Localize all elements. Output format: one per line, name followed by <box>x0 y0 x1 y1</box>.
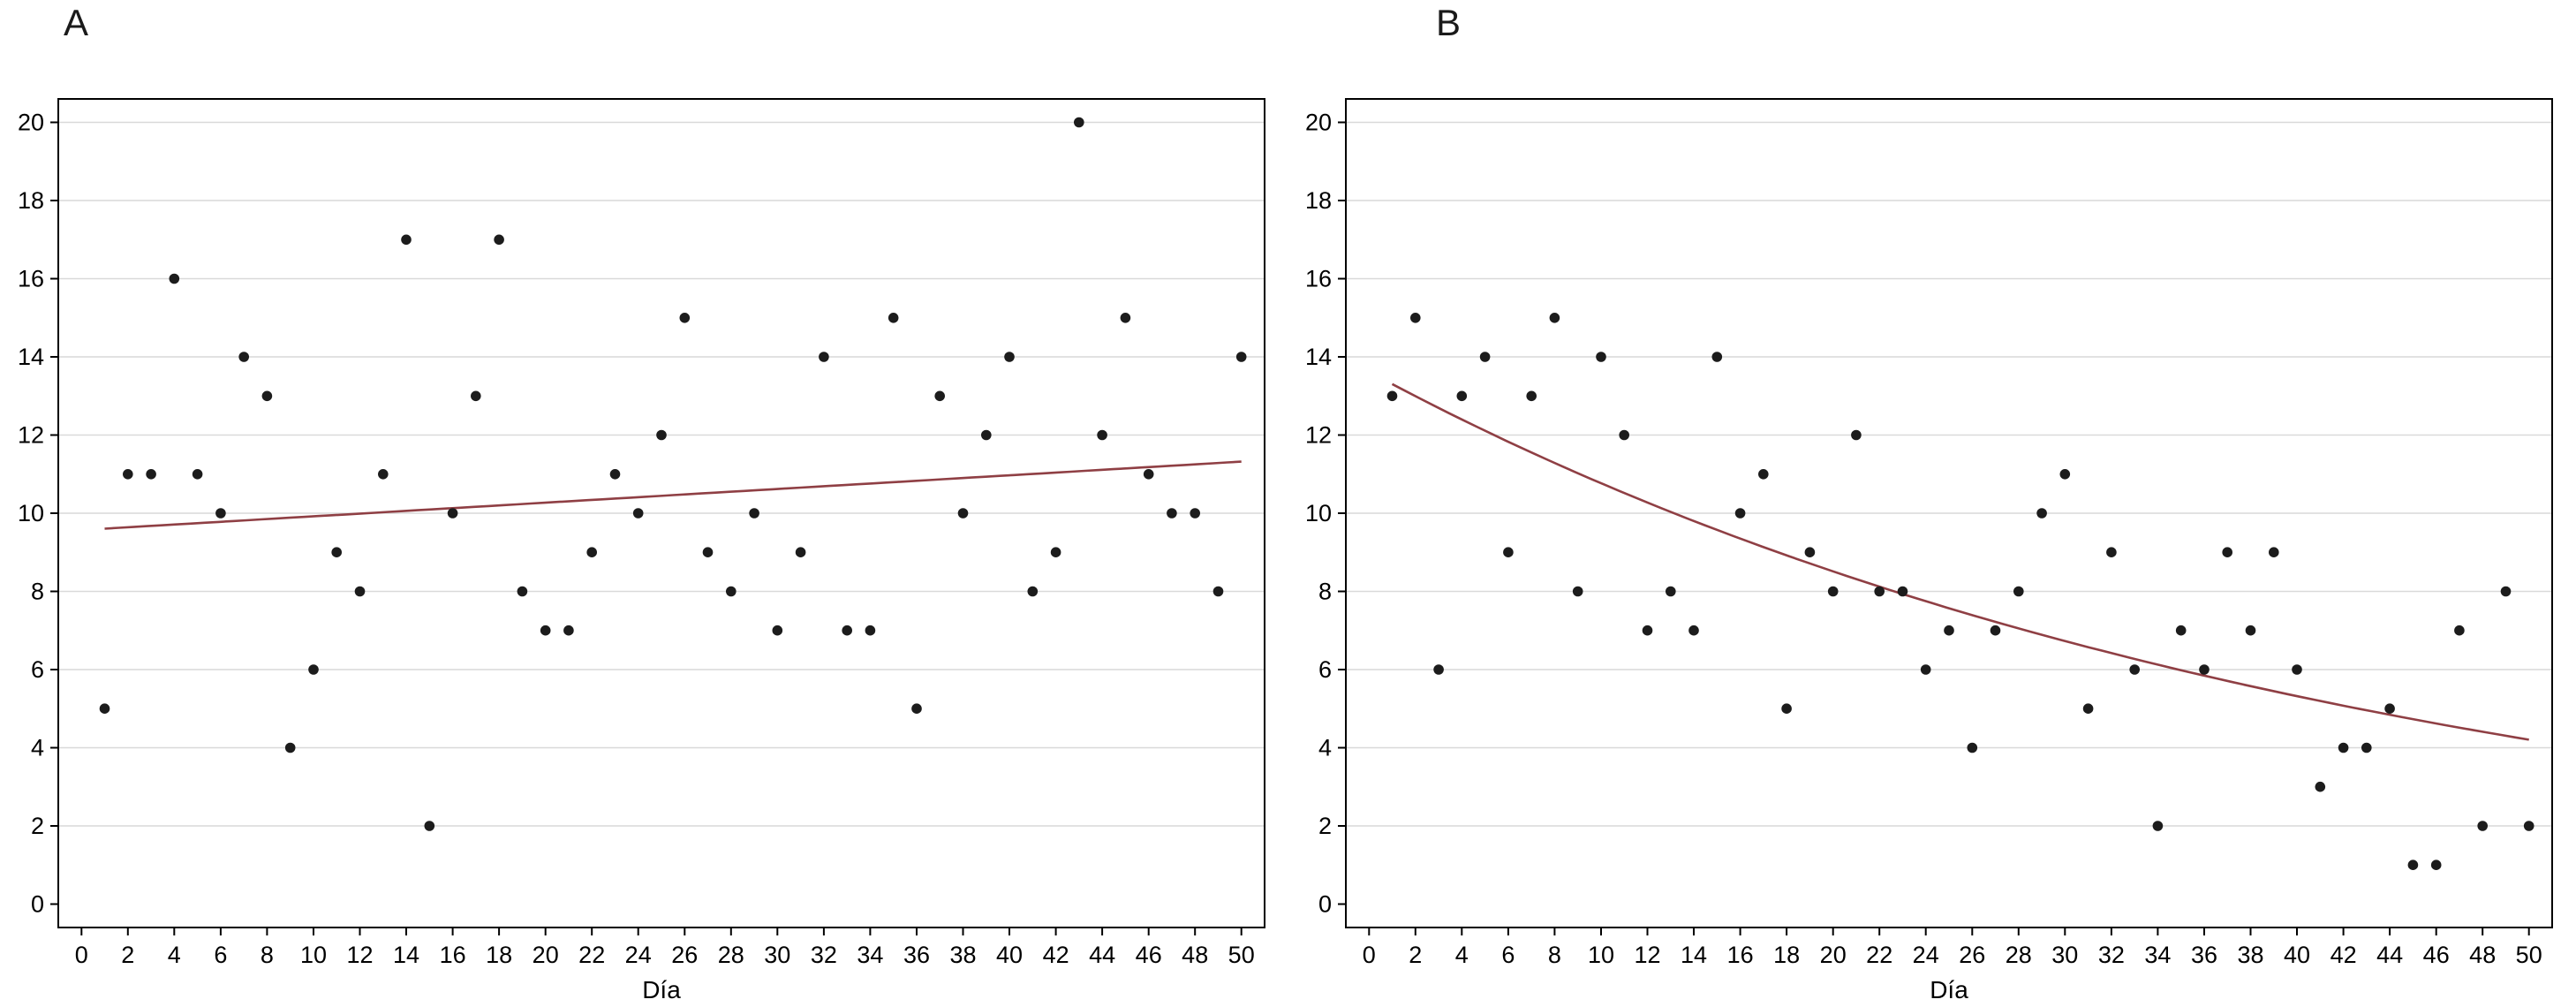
svg-text:0: 0 <box>1363 942 1376 968</box>
svg-text:0: 0 <box>31 891 44 918</box>
svg-text:22: 22 <box>1866 942 1892 968</box>
svg-text:20: 20 <box>1820 942 1847 968</box>
svg-text:18: 18 <box>1305 187 1332 214</box>
svg-text:48: 48 <box>1182 942 1208 968</box>
svg-text:Día: Día <box>642 976 681 1003</box>
svg-text:30: 30 <box>2051 942 2078 968</box>
svg-text:44: 44 <box>2376 942 2403 968</box>
svg-text:24: 24 <box>625 942 652 968</box>
svg-text:18: 18 <box>1773 942 1800 968</box>
svg-text:16: 16 <box>1727 942 1754 968</box>
svg-text:0: 0 <box>1318 891 1332 918</box>
panel-a: A 0 2 4 6 8 10 12 14 16 18 20 22 24 26 28 30 32 34 36 38 40 4… <box>18 2 1265 1003</box>
svg-text:0: 0 <box>75 942 88 968</box>
svg-text:16: 16 <box>440 942 466 968</box>
svg-text:4: 4 <box>31 735 44 761</box>
svg-text:20: 20 <box>533 942 559 968</box>
scatter-chart-a: 0 2 4 6 8 10 12 14 16 18 20 22 24 26 28 30 32 34 36 38 40 42 4… <box>18 98 1265 1003</box>
svg-text:32: 32 <box>811 942 837 968</box>
svg-text:10: 10 <box>1588 942 1614 968</box>
svg-text:10: 10 <box>300 942 327 968</box>
svg-text:34: 34 <box>857 942 883 968</box>
svg-text:2: 2 <box>121 942 134 968</box>
svg-text:34: 34 <box>2144 942 2171 968</box>
svg-text:16: 16 <box>18 266 44 292</box>
svg-text:50: 50 <box>1228 942 1255 968</box>
svg-text:12: 12 <box>18 422 44 449</box>
svg-text:46: 46 <box>2423 942 2450 968</box>
svg-text:36: 36 <box>2191 942 2217 968</box>
svg-text:24: 24 <box>1913 942 1939 968</box>
svg-text:28: 28 <box>2006 942 2032 968</box>
svg-text:14: 14 <box>1305 344 1332 370</box>
svg-text:44: 44 <box>1089 942 1115 968</box>
svg-text:8: 8 <box>261 942 274 968</box>
svg-text:4: 4 <box>168 942 181 968</box>
svg-text:40: 40 <box>996 942 1023 968</box>
svg-text:20: 20 <box>1305 110 1332 136</box>
svg-text:26: 26 <box>1959 942 1985 968</box>
svg-text:4: 4 <box>1318 735 1332 761</box>
svg-text:Día: Día <box>1930 976 1968 1003</box>
svg-text:14: 14 <box>18 344 44 370</box>
svg-text:42: 42 <box>1043 942 1069 968</box>
svg-text:10: 10 <box>18 500 44 526</box>
panel-b-label: B <box>1436 2 1462 43</box>
svg-text:2: 2 <box>1409 942 1422 968</box>
svg-text:38: 38 <box>949 942 976 968</box>
svg-text:50: 50 <box>2516 942 2542 968</box>
svg-text:14: 14 <box>1681 942 1707 968</box>
svg-text:38: 38 <box>2237 942 2263 968</box>
svg-text:2: 2 <box>1318 813 1332 839</box>
svg-text:2: 2 <box>31 813 44 839</box>
svg-text:6: 6 <box>214 942 227 968</box>
svg-text:18: 18 <box>486 942 512 968</box>
svg-text:12: 12 <box>1305 422 1332 449</box>
svg-text:18: 18 <box>18 187 44 214</box>
svg-text:30: 30 <box>764 942 790 968</box>
svg-text:10: 10 <box>1305 500 1332 526</box>
svg-text:8: 8 <box>1318 579 1332 605</box>
svg-text:26: 26 <box>671 942 698 968</box>
svg-text:6: 6 <box>1501 942 1515 968</box>
svg-text:20: 20 <box>18 110 44 136</box>
svg-text:40: 40 <box>2284 942 2310 968</box>
svg-text:42: 42 <box>2330 942 2357 968</box>
svg-text:16: 16 <box>1305 266 1332 292</box>
svg-text:4: 4 <box>1455 942 1469 968</box>
svg-text:8: 8 <box>31 579 44 605</box>
svg-text:28: 28 <box>718 942 744 968</box>
panel-b: B 0 2 4 6 8 10 12 14 16 18 20 22 24 26 28 30 32 34 36 38 40 4… <box>1288 0 2575 1007</box>
panel-a-label: A <box>64 2 89 43</box>
svg-text:46: 46 <box>1136 942 1162 968</box>
svg-text:6: 6 <box>31 656 44 683</box>
svg-text:6: 6 <box>1318 656 1332 683</box>
svg-text:32: 32 <box>2098 942 2125 968</box>
svg-text:22: 22 <box>578 942 605 968</box>
svg-text:8: 8 <box>1548 942 1561 968</box>
svg-text:14: 14 <box>393 942 419 968</box>
svg-text:48: 48 <box>2469 942 2496 968</box>
svg-text:12: 12 <box>1634 942 1660 968</box>
svg-text:12: 12 <box>346 942 373 968</box>
svg-text:36: 36 <box>903 942 930 968</box>
scatter-chart-b: 0 2 4 6 8 10 12 14 16 18 20 22 24 26 28 30 32 34 36 38 40 42 4… <box>1305 98 2553 1003</box>
